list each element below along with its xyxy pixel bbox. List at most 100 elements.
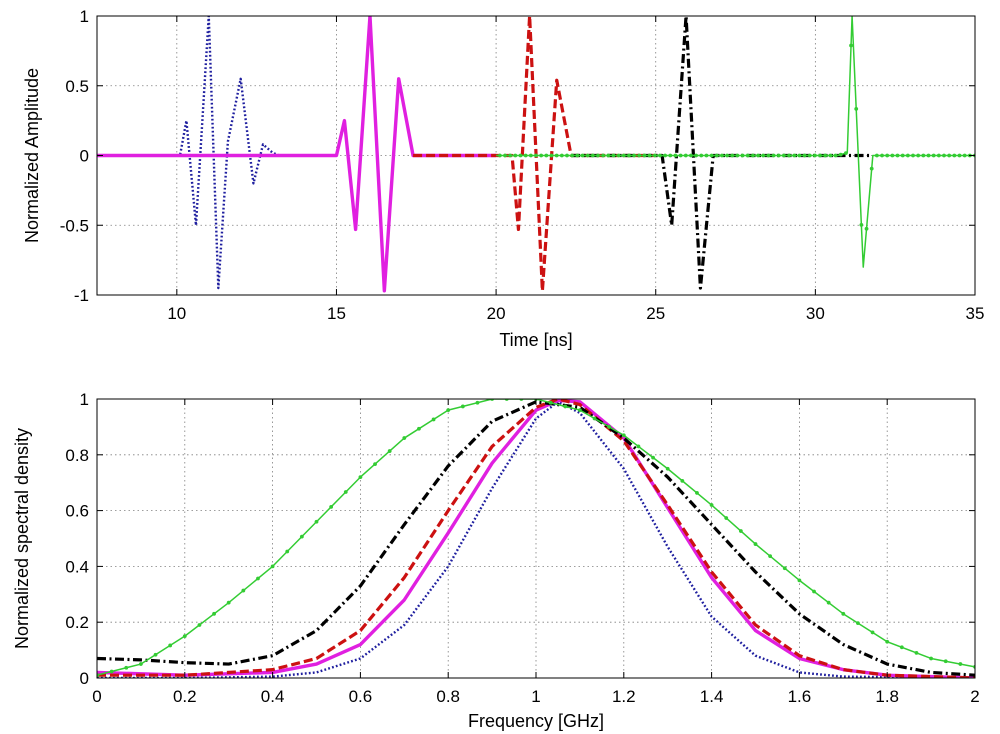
series-marker-pulse-5 [864, 226, 869, 231]
series-marker-spectrum-5 [109, 669, 114, 674]
series-marker-spectrum-5 [168, 643, 173, 648]
series-marker-spectrum-5 [899, 645, 904, 650]
series-marker-pulse-5 [513, 153, 518, 158]
x-axis-label: Time [ns] [499, 330, 572, 350]
series-marker-pulse-5 [900, 153, 905, 158]
series-marker-spectrum-5 [885, 639, 890, 644]
series-marker-spectrum-5 [636, 444, 641, 449]
series-line-spectrum-1 [97, 400, 975, 678]
series-marker-pulse-5 [771, 153, 776, 158]
series-marker-pulse-5 [632, 153, 637, 158]
series-marker-pulse-5 [621, 153, 626, 158]
series-marker-spectrum-5 [738, 529, 743, 533]
series-marker-pulse-5 [782, 153, 786, 158]
series-marker-spectrum-5 [943, 659, 948, 664]
series-marker-pulse-5 [580, 153, 585, 158]
series-marker-pulse-5 [534, 153, 538, 158]
series-marker-spectrum-5 [431, 417, 436, 422]
series-marker-spectrum-5 [856, 621, 860, 626]
series-marker-spectrum-5 [299, 534, 304, 539]
x-tick-label: 15 [327, 304, 346, 323]
series-marker-spectrum-5 [446, 408, 451, 413]
series-line-pulse-2 [97, 16, 497, 293]
series-marker-pulse-5 [503, 153, 507, 158]
series-marker-pulse-5 [936, 153, 941, 158]
series-marker-spectrum-5 [241, 588, 246, 593]
series-marker-pulse-5 [962, 153, 967, 158]
series-marker-pulse-5 [756, 153, 760, 158]
series-marker-pulse-5 [570, 153, 575, 158]
series-marker-spectrum-5 [139, 662, 143, 666]
series-marker-pulse-5 [647, 153, 652, 158]
x-tick-label: 1 [531, 687, 540, 706]
series-marker-spectrum-5 [402, 436, 407, 440]
y-tick-label: 0.2 [65, 613, 89, 632]
series-line-pulse-4 [571, 16, 870, 290]
series-marker-pulse-5 [523, 153, 528, 158]
series-marker-spectrum-5 [665, 466, 670, 471]
series-marker-pulse-5 [823, 153, 828, 158]
chart-panel-1: 10 15 20 25 30 35 -1 -0.5 0 0.5 1 Time [ns] Normaliz… [22, 7, 984, 350]
series-marker-pulse-5 [627, 153, 631, 158]
series-marker-spectrum-5 [607, 425, 612, 429]
series-marker-pulse-5 [807, 153, 812, 158]
series-marker-pulse-5 [725, 153, 729, 158]
x-axis-label: Frequency [GHz] [468, 711, 604, 731]
series-marker-pulse-5 [854, 106, 859, 111]
series-marker-pulse-5 [497, 153, 502, 158]
series-marker-pulse-5 [740, 153, 745, 158]
series-marker-spectrum-5 [753, 542, 758, 546]
series-marker-pulse-5 [761, 153, 766, 158]
series-marker-pulse-5 [699, 153, 704, 158]
series-marker-pulse-5 [797, 153, 802, 158]
series-marker-spectrum-5 [226, 600, 231, 605]
y-tick-label: 1 [80, 7, 89, 26]
series-marker-spectrum-5 [782, 566, 787, 571]
series-marker-pulse-5 [869, 166, 874, 171]
series-group [97, 399, 975, 678]
series-marker-pulse-5 [838, 152, 843, 157]
series-marker-spectrum-5 [826, 600, 831, 605]
series-marker-pulse-5 [601, 153, 606, 158]
series-marker-pulse-5 [735, 153, 740, 158]
series-marker-pulse-5 [787, 153, 791, 158]
x-tick-label: 1.4 [700, 687, 724, 706]
series-marker-spectrum-5 [387, 449, 392, 453]
series-marker-pulse-5 [833, 153, 838, 158]
series-marker-pulse-5 [952, 153, 957, 158]
y-tick-label: 0.5 [65, 77, 89, 96]
series-marker-pulse-5 [766, 153, 771, 158]
series-marker-spectrum-5 [695, 491, 699, 495]
series-marker-pulse-5 [642, 153, 647, 158]
series-marker-pulse-5 [812, 153, 817, 158]
x-tick-label: 0.6 [349, 687, 373, 706]
x-tick-label: 2 [970, 687, 979, 706]
series-marker-pulse-5 [596, 153, 600, 158]
series-marker-spectrum-5 [680, 478, 685, 483]
series-marker-spectrum-5 [592, 416, 597, 421]
series-marker-pulse-5 [957, 153, 962, 158]
series-marker-pulse-5 [528, 153, 533, 158]
series-marker-pulse-5 [678, 153, 683, 158]
series-marker-spectrum-5 [929, 656, 933, 661]
series-marker-spectrum-5 [343, 490, 348, 494]
series-marker-pulse-5 [895, 153, 900, 158]
series-group [97, 16, 975, 293]
series-marker-pulse-5 [916, 153, 921, 158]
series-marker-pulse-5 [911, 153, 915, 158]
series-marker-pulse-5 [859, 222, 864, 227]
x-tick-label: 0 [92, 687, 101, 706]
series-marker-pulse-5 [508, 153, 513, 158]
series-line-pulse-5 [496, 16, 975, 268]
series-marker-pulse-5 [905, 153, 910, 158]
y-tick-label: 0.4 [65, 557, 89, 576]
series-marker-pulse-5 [565, 153, 569, 158]
y-tick-label: 0.6 [65, 502, 89, 521]
y-tick-label: 0.8 [65, 446, 89, 465]
y-axis-label: Normalized Amplitude [22, 68, 42, 243]
series-marker-pulse-5 [874, 153, 879, 158]
series-marker-pulse-5 [926, 153, 931, 158]
series-marker-spectrum-5 [841, 611, 846, 616]
series-line-spectrum-2 [97, 399, 975, 678]
series-marker-pulse-5 [849, 43, 853, 48]
